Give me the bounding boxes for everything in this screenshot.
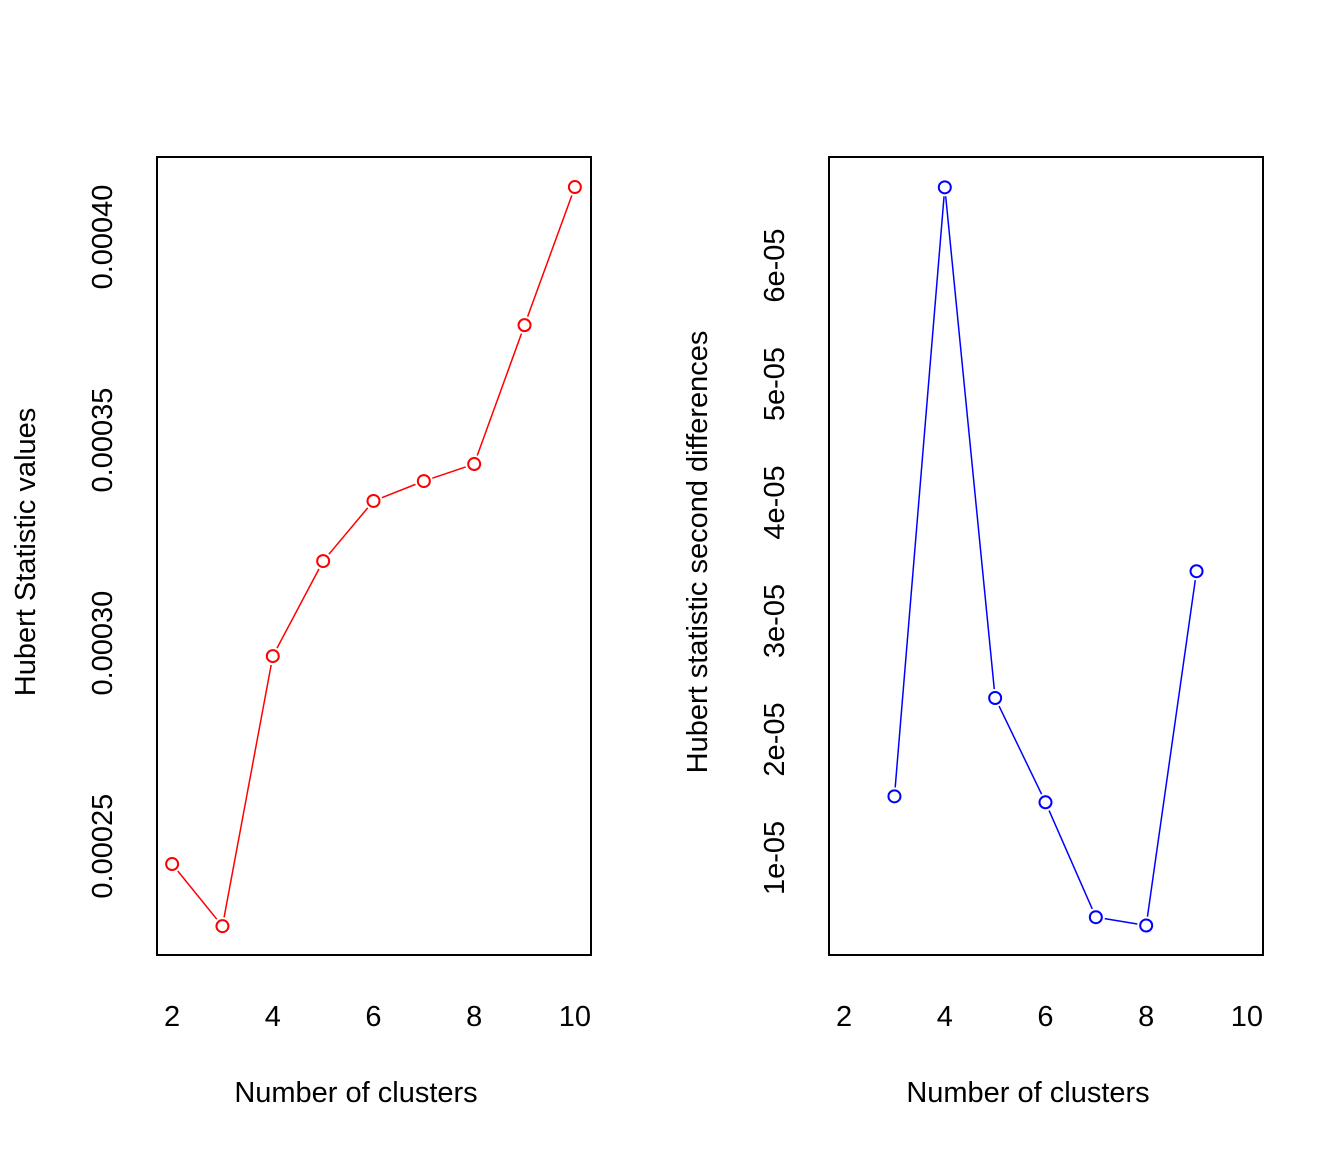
series-segment	[1048, 810, 1093, 910]
x-axis-label: Number of clusters	[234, 1077, 477, 1109]
series-segment	[328, 507, 369, 555]
data-point	[165, 857, 180, 872]
y-tick-label: 6e-05	[759, 228, 791, 302]
panel-2: 2 4 6 8 10 1e-05 2e-05 3e-05 4e-05 5e-05 6e-05 Numb…	[682, 156, 1264, 1109]
y-tick-label: 5e-05	[759, 347, 791, 421]
data-point	[937, 180, 952, 195]
series-segment	[432, 466, 466, 479]
series-segment	[526, 195, 573, 317]
data-point	[1038, 795, 1053, 810]
y-tick-label: 0.00040	[87, 185, 119, 290]
data-point	[988, 691, 1003, 706]
series-segment	[944, 196, 996, 690]
x-tick-label: 6	[365, 1001, 381, 1033]
series-segment	[276, 568, 320, 649]
x-tick-label: 8	[466, 1001, 482, 1033]
y-tick-label: 1e-05	[759, 821, 791, 895]
x-tick-label: 4	[937, 1001, 953, 1033]
series-segment	[894, 196, 945, 788]
y-tick-label: 4e-05	[759, 465, 791, 539]
data-point	[1088, 910, 1103, 925]
data-point	[467, 457, 482, 472]
x-tick-label: 2	[836, 1001, 852, 1033]
y-tick-label: 2e-05	[759, 702, 791, 776]
data-point	[215, 919, 230, 934]
x-tick-label: 10	[559, 1001, 591, 1033]
plot-box	[828, 156, 1264, 956]
series-segment	[223, 664, 272, 918]
data-point	[1139, 918, 1154, 933]
x-tick-label: 8	[1138, 1001, 1154, 1033]
series-segment	[1104, 917, 1138, 925]
panel-1: 2 4 6 8 10 0.00025 0.00030 0.00035 0.00040 Number…	[10, 156, 592, 1109]
data-point	[316, 554, 331, 569]
y-axis-label: Hubert Statistic values	[10, 408, 42, 697]
x-tick-label: 4	[265, 1001, 281, 1033]
series-segment	[476, 333, 523, 456]
x-tick-label: 10	[1231, 1001, 1263, 1033]
y-tick-label: 3e-05	[759, 584, 791, 658]
data-point	[416, 474, 431, 489]
y-tick-label: 0.00025	[87, 794, 119, 899]
series-segment	[177, 870, 218, 920]
y-tick-label: 0.00035	[87, 388, 119, 493]
y-axis-label: Hubert statistic second differences	[682, 331, 714, 774]
series-segment	[1146, 580, 1197, 917]
series-segment	[998, 705, 1043, 795]
data-point	[366, 493, 381, 508]
x-tick-label: 2	[164, 1001, 180, 1033]
data-point	[567, 180, 582, 195]
plot-box	[156, 156, 592, 956]
data-point	[1189, 564, 1204, 579]
series-segment	[381, 483, 416, 499]
x-tick-label: 6	[1037, 1001, 1053, 1033]
data-point	[887, 789, 902, 804]
data-point	[265, 649, 280, 664]
y-tick-label: 0.00030	[87, 591, 119, 696]
data-point	[517, 318, 532, 333]
x-axis-label: Number of clusters	[906, 1077, 1149, 1109]
